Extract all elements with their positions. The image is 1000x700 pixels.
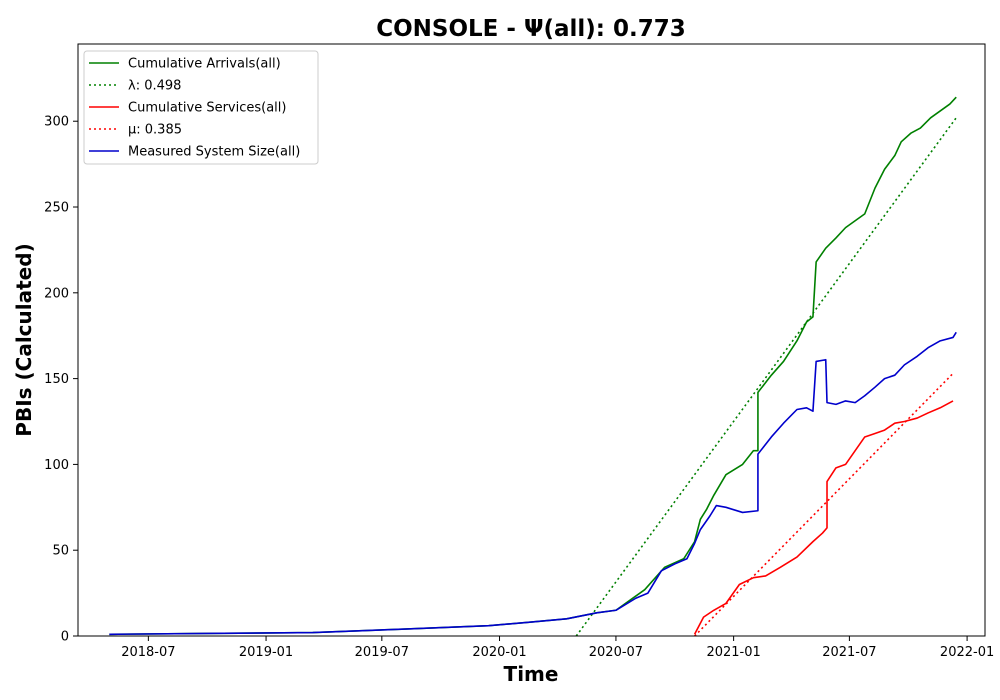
x-axis-label: Time <box>504 662 559 686</box>
x-tick-label: 2022-01 <box>940 645 994 660</box>
y-tick-label: 0 <box>61 630 69 645</box>
x-tick-label: 2020-07 <box>589 645 643 660</box>
y-tick-label: 50 <box>52 544 69 559</box>
x-tick-label: 2019-07 <box>355 645 409 660</box>
x-tick-label: 2020-01 <box>472 645 526 660</box>
y-tick-label: 300 <box>44 115 69 130</box>
legend-label-0-385-3: μ: 0.385 <box>128 123 182 138</box>
legend: Cumulative Arrivals(all) λ: 0.498 Cumulati… <box>84 51 318 164</box>
y-tick-label: 250 <box>44 201 69 216</box>
x-axis: 2018-07 2019-01 2019-07 2020-01 2020-07 2021-… <box>121 636 994 660</box>
x-tick-label: 2021-07 <box>822 645 876 660</box>
y-tick-label: 200 <box>44 286 69 301</box>
y-axis-label: PBIs (Calculated) <box>12 243 36 436</box>
legend-label-cumulative-arrivals-all-0: Cumulative Arrivals(all) <box>128 57 281 72</box>
y-tick-label: 100 <box>44 458 69 473</box>
y-tick-label: 150 <box>44 372 69 387</box>
y-axis: 0 50 100 150 200 250 300 <box>44 115 78 645</box>
chart-title: CONSOLE - Ψ(all): 0.773 <box>376 16 686 42</box>
x-tick-label: 2019-01 <box>239 645 293 660</box>
legend-label-0-498-1: λ: 0.498 <box>128 79 181 94</box>
x-tick-label: 2021-01 <box>706 645 760 660</box>
legend-label-measured-system-size-all-4: Measured System Size(all) <box>128 145 300 160</box>
x-tick-label: 2018-07 <box>121 645 175 660</box>
legend-label-cumulative-services-all-2: Cumulative Services(all) <box>128 101 286 116</box>
